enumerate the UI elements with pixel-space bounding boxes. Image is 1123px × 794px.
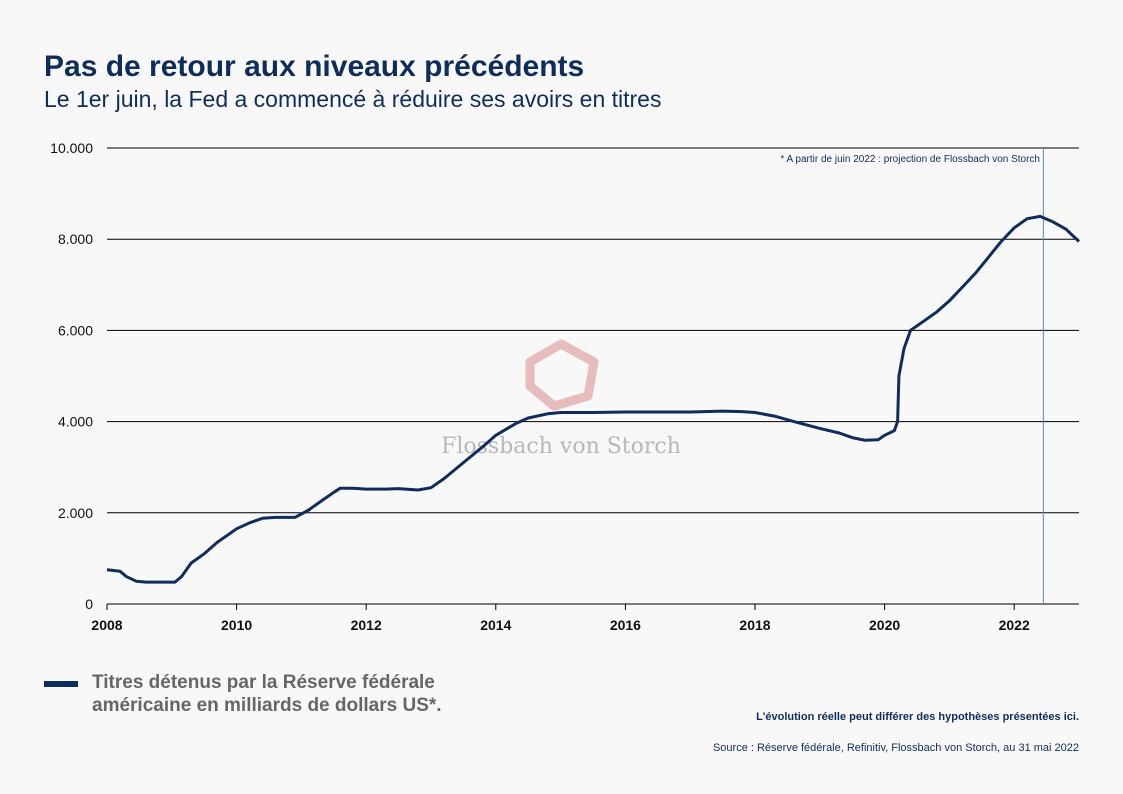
y-tick-label: 8.000 [58, 231, 93, 247]
x-tick-label: 2010 [221, 617, 252, 633]
x-tick-label: 2012 [351, 617, 382, 633]
x-tick-label: 2014 [480, 617, 511, 633]
x-tick-label: 2022 [999, 617, 1030, 633]
y-axis-ticks: 0 2.000 4.000 6.000 8.000 10.000 [50, 140, 93, 612]
y-tick-label: 10.000 [50, 140, 93, 156]
legend-label: Titres détenus par la Réserve fédérale a… [92, 672, 442, 716]
y-tick-label: 0 [85, 596, 93, 612]
y-tick-label: 2.000 [58, 505, 93, 521]
x-tick-label: 2016 [610, 617, 641, 633]
page-title: Pas de retour aux niveaux précédents [44, 50, 585, 83]
x-axis-ticks: 2008 2010 2012 2014 2016 2018 2020 2022 [91, 604, 1030, 633]
legend-swatch [44, 681, 78, 687]
watermark-text: Flossbach von Storch [441, 434, 681, 459]
legend: Titres détenus par la Réserve fédérale a… [44, 672, 492, 718]
disclaimer: L'évolution réelle peut différer des hyp… [756, 711, 1079, 723]
grid-lines [106, 147, 1079, 610]
source-note: Source : Réserve fédérale, Refinitiv, Fl… [712, 742, 1079, 754]
x-tick-label: 2018 [739, 617, 770, 633]
y-tick-label: 6.000 [58, 322, 93, 338]
y-tick-label: 4.000 [58, 414, 93, 430]
x-tick-label: 2008 [91, 617, 122, 633]
projection-note: * A partir de juin 2022 : projection de … [780, 154, 1040, 165]
watermark: Flossbach von Storch [441, 339, 681, 459]
page-subtitle: Le 1er juin, la Fed a commencé à réduire… [44, 86, 662, 112]
x-tick-label: 2020 [869, 617, 900, 633]
pentagon-logo [525, 339, 599, 411]
series-line [106, 214, 1081, 584]
